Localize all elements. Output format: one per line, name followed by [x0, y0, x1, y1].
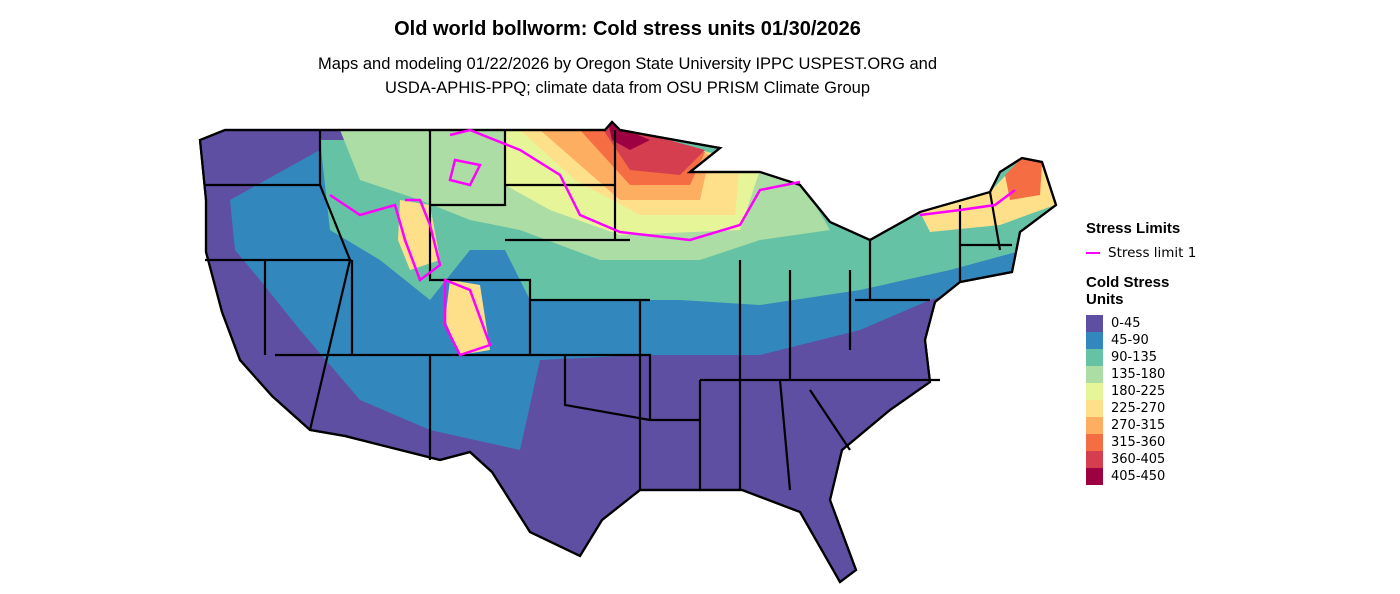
- stress-limit-1-entry: Stress limit 1: [1086, 244, 1196, 261]
- legend-bin: 405-450: [1086, 468, 1169, 485]
- legend-bin: 270-315: [1086, 417, 1169, 434]
- bin-label: 0-45: [1111, 316, 1141, 331]
- bin-label: 315-360: [1111, 435, 1166, 450]
- bin-label: 135-180: [1111, 367, 1166, 382]
- bin-label: 360-405: [1111, 452, 1166, 467]
- color-swatch: [1086, 434, 1103, 451]
- color-swatch: [1086, 400, 1103, 417]
- stress-limits-title: Stress Limits: [1086, 220, 1181, 237]
- legend-bin: 45-90: [1086, 332, 1169, 349]
- stress-limit-1-label: Stress limit 1: [1108, 244, 1197, 261]
- subtitle-line-2: USDA-APHIS-PPQ; climate data from OSU PR…: [384, 79, 871, 97]
- bin-label: 90-135: [1111, 350, 1158, 365]
- bin-label: 270-315: [1111, 418, 1166, 433]
- color-swatch: [1086, 383, 1103, 400]
- color-swatch: [1086, 366, 1103, 383]
- map-title: Old world bollworm: Cold stress units 01…: [394, 18, 861, 40]
- zone-225-270-co: [445, 280, 490, 355]
- color-swatch: [1086, 332, 1103, 349]
- stress-limit-1-line: [329, 128, 1016, 357]
- legend-bin: 225-270: [1086, 400, 1169, 417]
- bin-label: 405-450: [1111, 469, 1166, 484]
- legend-bin: 315-360: [1086, 434, 1169, 451]
- state-borders: [198, 120, 1058, 584]
- color-swatch: [1086, 315, 1103, 332]
- legend-bin: 360-405: [1086, 451, 1169, 468]
- units-title-line-1: Cold Stress: [1086, 274, 1170, 291]
- stress-limits-legend: Stress Limits Stress limit 1: [1086, 220, 1196, 261]
- bin-label: 45-90: [1111, 333, 1149, 348]
- color-swatch: [1086, 417, 1103, 434]
- magenta-line-icon: [1086, 251, 1100, 254]
- legend-bin: 180-225: [1086, 383, 1169, 400]
- subtitle-line-1: Maps and modeling 01/22/2026 by Oregon S…: [317, 55, 938, 73]
- legend-bin: 135-180: [1086, 366, 1169, 383]
- color-swatch: [1086, 349, 1103, 366]
- bin-label: 180-225: [1111, 384, 1166, 399]
- bin-label: 225-270: [1111, 401, 1166, 416]
- units-title-line-2: Units: [1086, 291, 1124, 308]
- legend-bin: 0-45: [1086, 315, 1169, 332]
- legend-bin: 90-135: [1086, 349, 1169, 366]
- color-swatch: [1086, 468, 1103, 485]
- map-fill: [200, 122, 1056, 582]
- cold-stress-units-legend: Cold Stress Units 0-45 45-90 90-135 135-180…: [1086, 274, 1169, 485]
- color-swatch: [1086, 451, 1103, 468]
